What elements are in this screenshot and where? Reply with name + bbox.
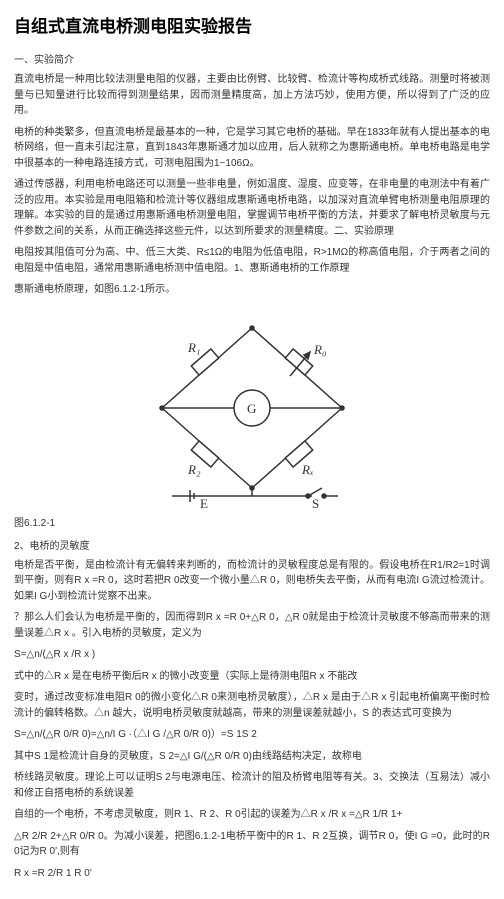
svg-text:R₂: R₂ (187, 462, 201, 477)
paragraph: 桥线路灵敏度。理论上可以证明S 2与电源电压、检流计的阻及桥臂电阻等有关。3、交… (14, 770, 490, 801)
figure-caption: 图6.1.2-1 (14, 514, 490, 529)
section-1-heading: 一、实验简介 (14, 51, 490, 66)
svg-text:G: G (247, 401, 256, 416)
svg-text:S: S (312, 496, 319, 508)
svg-text:R₀: R₀ (313, 342, 326, 357)
svg-text:E: E (200, 496, 208, 508)
formula: S=△n/(△R x /R x ) (14, 647, 490, 663)
svg-text:R₁: R₁ (187, 340, 200, 355)
paragraph: 其中S 1是检流计自身的灵敏度，S 2=△I G/(△R 0/R 0)由线路结构… (14, 749, 490, 765)
paragraph: 电桥的种类繁多，但直流电桥是最基本的一种，它是学习其它电桥的基础。早在1833年… (14, 125, 490, 172)
paragraph: 电阻按其阻值可分为高、中、低三大类、R≤1Ω的电阻为低值电阻，R>1MΩ的称高值… (14, 245, 490, 276)
paragraph: △R 2/R 2+△R 0/R 0。为减小误差，把图6.1.2-1电桥平衡中的R… (14, 829, 490, 860)
paragraph: 直流电桥是一种用比较法测量电阻的仪器，主要由比例臂、比较臂、检流计等构成桥式线路… (14, 72, 490, 119)
paragraph: 惠斯通电桥原理，如图6.1.2-1所示。 (14, 282, 490, 298)
formula: S=△n/(△R 0/R 0)=△n/I G ·（△I G /△R 0/R 0)… (14, 727, 490, 743)
paragraph: 式中的△R x 是在电桥平衡后R x 的微小改变量（实际上是待测电阻R x 不能… (14, 669, 490, 685)
formula: R x =R 2/R 1 R 0' (14, 866, 490, 882)
paragraph: 通过传感器，利用电桥电路还可以测量一些非电量，例如温度、湿度、应变等，在非电量的… (14, 177, 490, 239)
paragraph: 变时，通过改变标准电阻R 0的微小变化△R 0来测电桥灵敏度），△R x 是由于… (14, 690, 490, 721)
bridge-circuit-diagram: R₁ R₀ R₂ Rₓ G E S (14, 308, 490, 508)
paragraph: 电桥是否平衡，是由检流计有无偏转来判断的，而检流计的灵敏程度总是有限的。假设电桥… (14, 558, 490, 605)
svg-text:Rₓ: Rₓ (301, 462, 314, 477)
paragraph: 自组的一个电桥，不考虑灵敏度，则R 1、R 2、R 0引起的误差为△R x /R… (14, 807, 490, 823)
paragraph: ？那么人们会认为电桥是平衡的，因而得到R x =R 0+△R 0，△R 0就是由… (14, 610, 490, 641)
section-2-heading: 2、电桥的灵敏度 (14, 537, 490, 552)
page-title: 自组式直流电桥测电阻实验报告 (14, 12, 490, 37)
